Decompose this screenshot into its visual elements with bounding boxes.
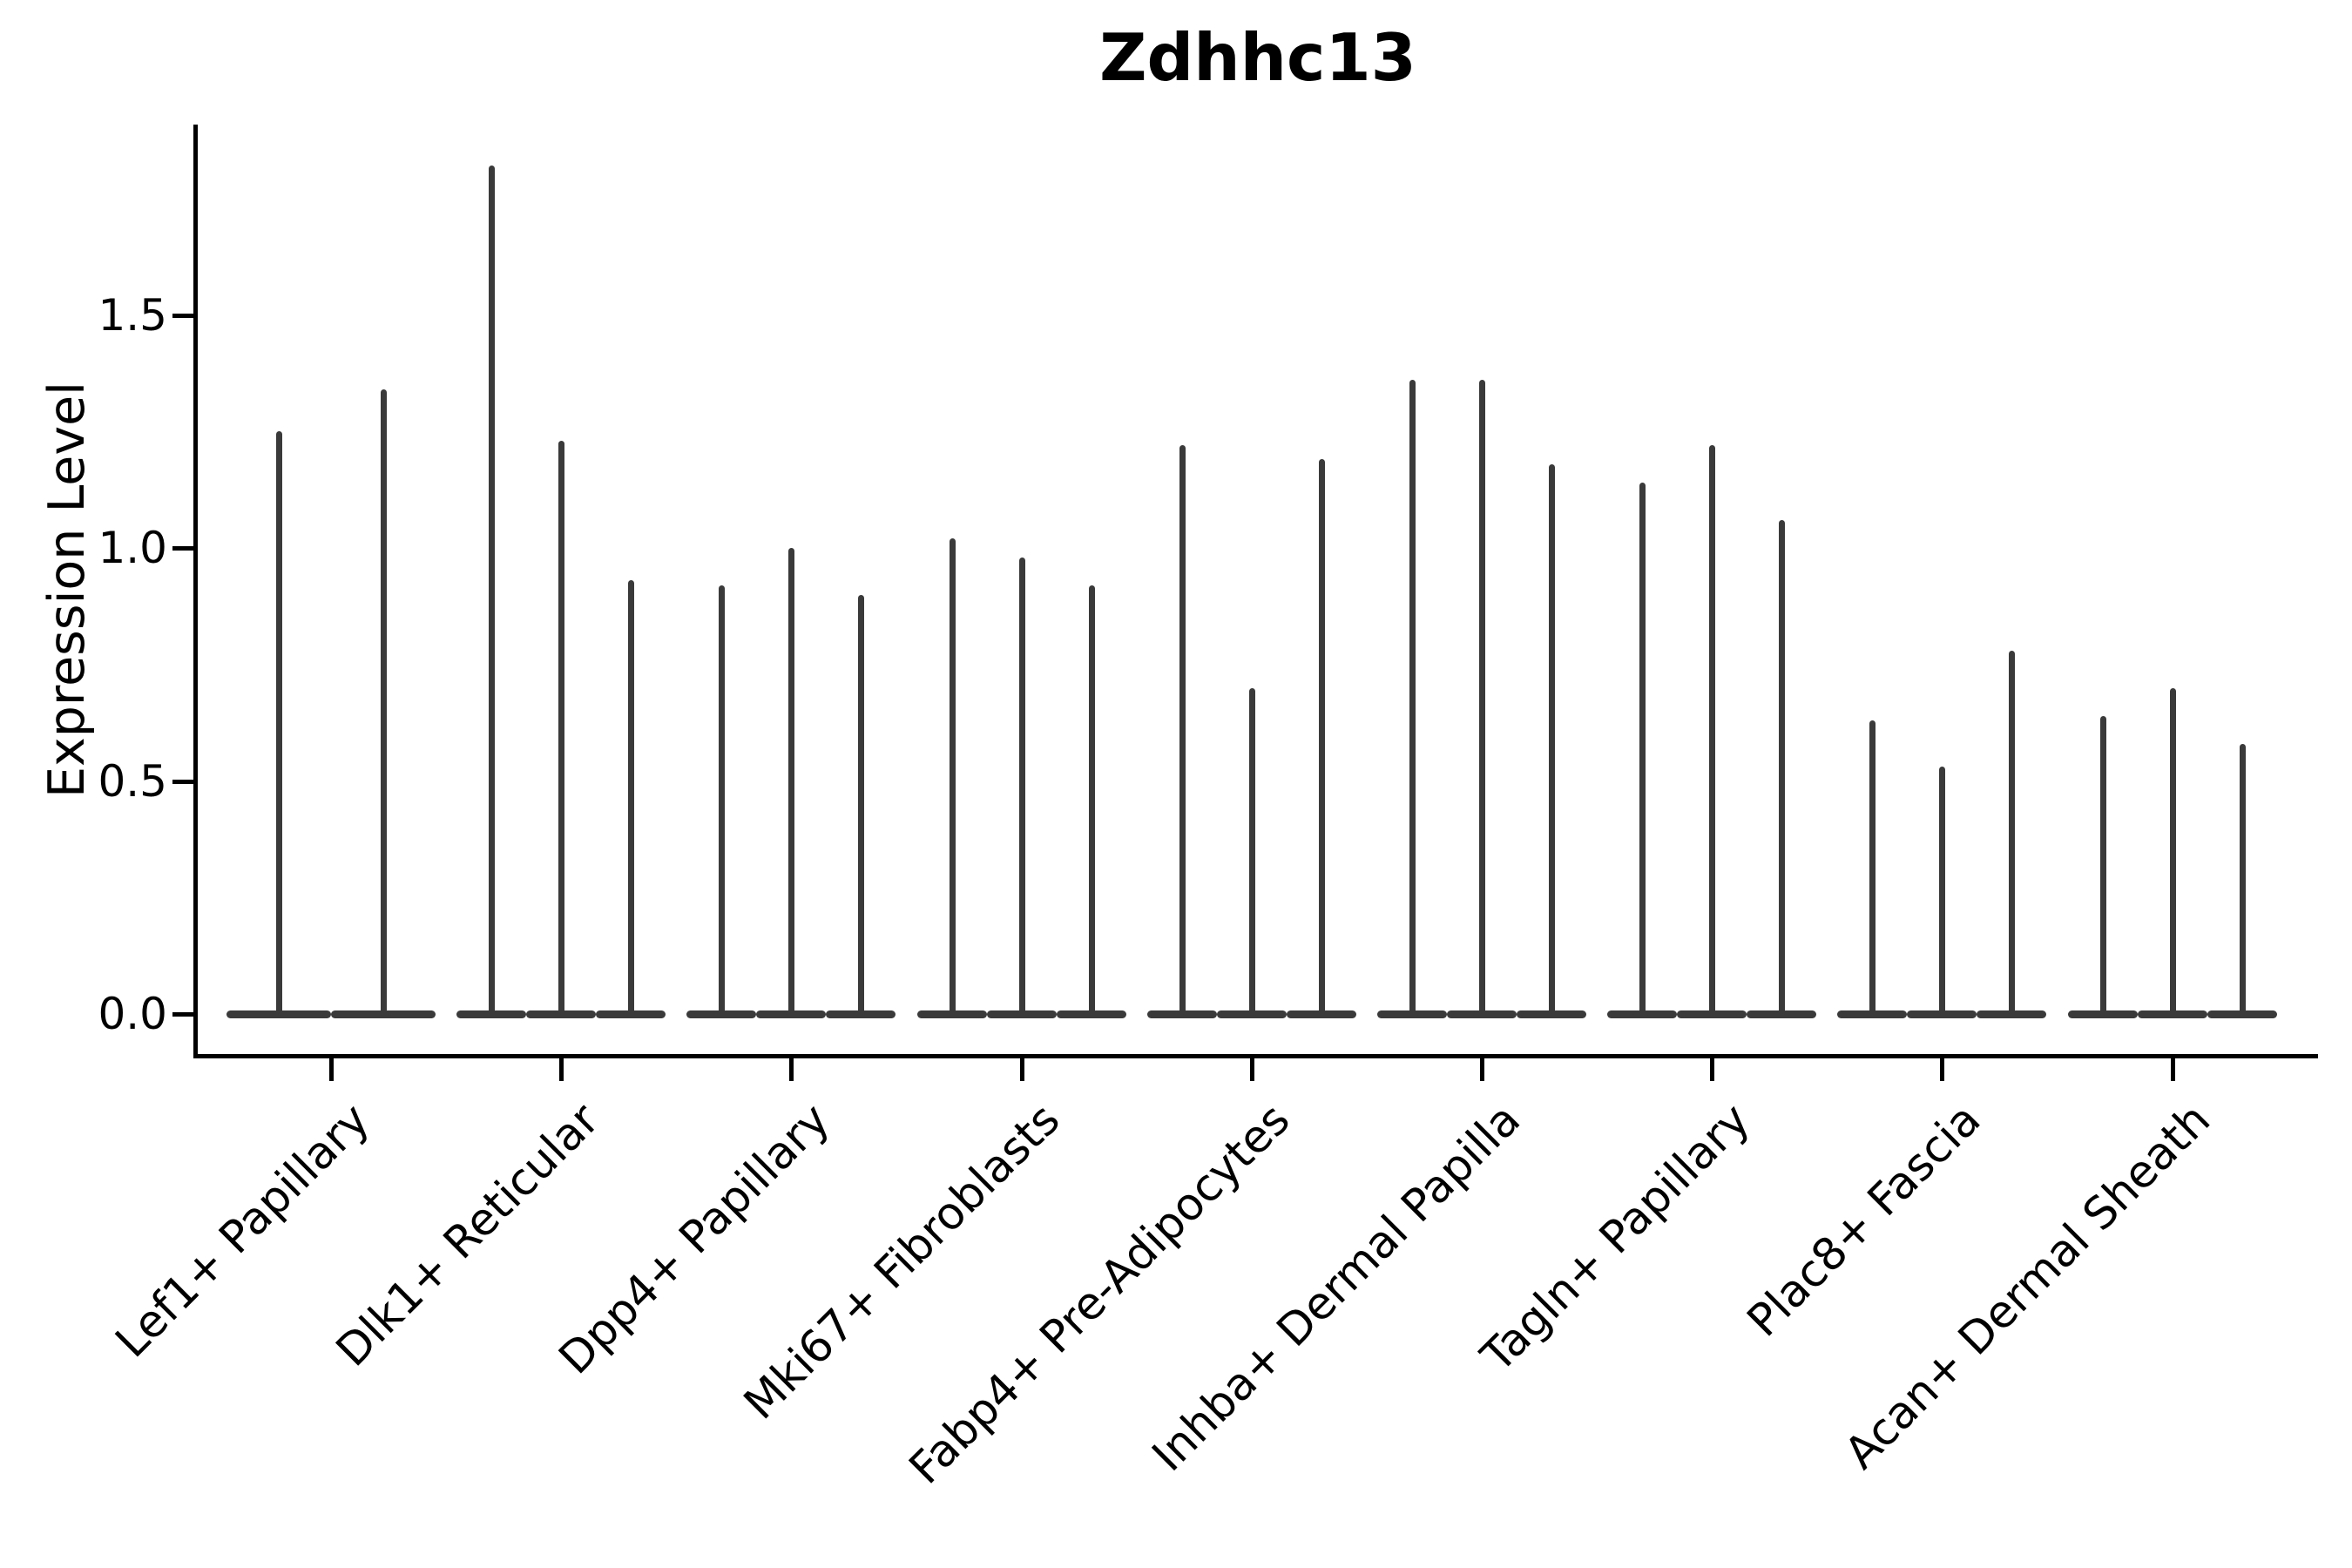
violin-spike xyxy=(628,580,635,1017)
violin-spike xyxy=(949,538,956,1017)
violin-spike xyxy=(1088,585,1095,1017)
violin-spike xyxy=(1018,557,1025,1017)
y-axis-spine xyxy=(193,125,198,1058)
x-tick-label: Lef1+ Papillary xyxy=(105,1094,380,1369)
violin-spike xyxy=(489,166,496,1017)
x-tick xyxy=(1249,1058,1254,1081)
chart-title: Zdhhc13 xyxy=(1099,19,1416,96)
y-tick xyxy=(172,779,193,784)
x-tick xyxy=(789,1058,794,1081)
violin-spike xyxy=(2239,743,2246,1017)
y-tick xyxy=(172,1012,193,1017)
violin-spike xyxy=(1709,445,1716,1017)
y-axis-label-text: Expression Level xyxy=(38,382,96,798)
x-tick xyxy=(1710,1058,1715,1081)
violin-spike xyxy=(276,431,282,1017)
y-tick-label: 0.5 xyxy=(98,755,167,807)
violin-spike xyxy=(558,440,565,1017)
x-tick-label: Plac8+ Fascia xyxy=(1737,1094,1991,1348)
x-tick xyxy=(1019,1058,1024,1081)
violin-spike xyxy=(2009,650,2016,1017)
violin-spike xyxy=(719,585,726,1017)
violin-spike xyxy=(2099,715,2106,1017)
x-tick xyxy=(559,1058,564,1081)
violin-spike xyxy=(1318,459,1325,1017)
x-tick-label: Inhba+ Dermal Papilla xyxy=(1142,1094,1531,1482)
violin-spike xyxy=(1179,445,1186,1017)
x-tick-label: Acan+ Dermal Sheath xyxy=(1835,1094,2221,1480)
x-tick xyxy=(1940,1058,1945,1081)
violin-spike xyxy=(788,548,795,1017)
y-tick-label: 0.0 xyxy=(98,989,167,1039)
violin-spike xyxy=(381,389,387,1017)
y-tick-label: 1.5 xyxy=(98,289,167,341)
violin-spike xyxy=(1639,483,1646,1017)
x-tick xyxy=(1480,1058,1484,1081)
x-tick xyxy=(2170,1058,2175,1081)
y-tick-label: 1.0 xyxy=(98,523,167,573)
x-tick-label: Fabp4+ Pre-Adipocytes xyxy=(900,1094,1301,1495)
y-tick xyxy=(172,546,193,551)
y-tick xyxy=(172,313,193,318)
violin-spike xyxy=(1549,463,1555,1017)
violin-spike xyxy=(1248,687,1255,1017)
violin-spike xyxy=(1869,720,1876,1017)
violin-spike xyxy=(1939,767,1946,1017)
x-tick xyxy=(329,1058,334,1081)
violin-spike xyxy=(858,594,865,1017)
violin-spike xyxy=(2169,687,2176,1017)
x-axis-spine xyxy=(193,1054,2318,1058)
violin-spike xyxy=(1479,380,1485,1017)
violin-spike xyxy=(1779,519,1786,1017)
violin-spike xyxy=(1409,380,1416,1017)
